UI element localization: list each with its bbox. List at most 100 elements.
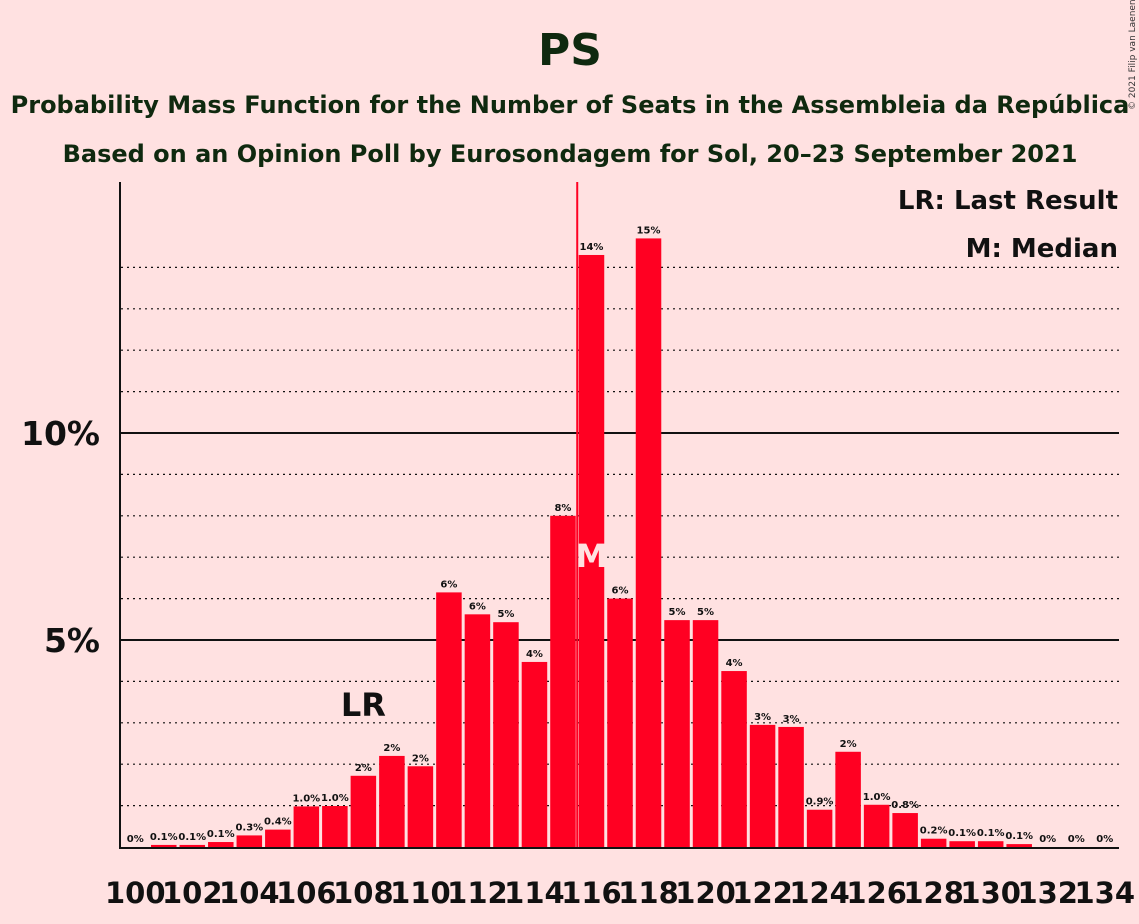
bar-103	[208, 842, 234, 847]
x-tick-label-114: 114	[504, 876, 565, 910]
bar-label-126: 1.0%	[863, 792, 891, 803]
bar-123	[778, 726, 804, 847]
bar-label-113: 5%	[497, 609, 514, 620]
bar-101	[151, 844, 177, 847]
x-tick-label-122: 122	[732, 876, 793, 910]
bar-121	[721, 671, 747, 847]
bar-108	[350, 775, 377, 847]
bars	[151, 238, 1032, 848]
y-tick-label-5: 5%	[44, 621, 100, 660]
bar-label-106: 1.0%	[292, 793, 320, 804]
bar-label-132: 0%	[1039, 834, 1056, 845]
bar-label-114: 4%	[526, 649, 543, 660]
bar-label-134: 0%	[1096, 834, 1113, 845]
bar-label-123: 3%	[783, 714, 800, 725]
legend-median: M: Median	[966, 234, 1118, 264]
copyright-note: © 2021 Filip van Laenen	[1128, 0, 1138, 110]
bar-107	[322, 806, 348, 847]
bar-label-107: 1.0%	[321, 793, 349, 804]
bar-126	[863, 804, 890, 847]
bar-label-109: 2%	[383, 743, 400, 754]
bar-label-118: 15%	[637, 225, 661, 236]
bar-label-115: 8%	[554, 503, 571, 514]
chart-title: PS	[538, 25, 602, 76]
bar-label-129: 0.1%	[948, 828, 976, 839]
bar-117	[607, 598, 633, 847]
bar-label-104: 0.3%	[235, 822, 263, 833]
bar-119	[664, 620, 690, 847]
bar-label-122: 3%	[754, 712, 771, 723]
chart-subtitle-2: Based on an Opinion Poll by Eurosondagem…	[63, 140, 1078, 168]
bar-label-103: 0.1%	[207, 829, 235, 840]
bar-label-116: 14%	[580, 242, 604, 253]
x-axis-labels: 1001021041061081101121141161181201221241…	[105, 876, 1135, 910]
bar-128	[920, 838, 947, 847]
bar-125	[835, 751, 861, 847]
median-marker: M	[576, 537, 608, 575]
bar-111	[436, 592, 462, 847]
markers: LR M	[341, 182, 608, 847]
bar-124	[806, 809, 833, 847]
bar-118	[635, 238, 662, 848]
bar-label-121: 4%	[726, 658, 743, 669]
bar-label-117: 6%	[612, 586, 629, 597]
bar-label-110: 2%	[412, 753, 429, 764]
bar-131	[1006, 844, 1032, 847]
bar-label-108: 2%	[355, 763, 372, 774]
x-tick-label-106: 106	[276, 876, 337, 910]
x-tick-label-110: 110	[390, 876, 451, 910]
x-tick-label-126: 126	[846, 876, 907, 910]
bar-109	[379, 755, 405, 847]
x-tick-label-116: 116	[561, 876, 622, 910]
bar-label-101: 0.1%	[150, 832, 178, 843]
chart-subtitle: Probability Mass Function for the Number…	[11, 91, 1130, 119]
bar-115	[550, 515, 576, 847]
bar-127	[892, 813, 918, 847]
x-tick-label-128: 128	[903, 876, 964, 910]
bar-114	[521, 661, 548, 847]
x-tick-label-120: 120	[675, 876, 736, 910]
bar-label-128: 0.2%	[920, 826, 948, 837]
bar-labels: 0% 0.1% 0.1% 0.1%0.3%0.4%1.0% 1.0%2%2%2%6%6%…	[127, 225, 1113, 845]
x-tick-label-102: 102	[162, 876, 223, 910]
bar-104	[236, 835, 263, 847]
bar-105	[265, 829, 291, 847]
bar-102	[179, 844, 206, 847]
y-tick-label-10: 10%	[21, 414, 100, 453]
last-result-marker: LR	[341, 686, 386, 724]
bar-110	[407, 766, 434, 847]
bar-129	[949, 841, 975, 847]
bar-label-133: 0%	[1068, 834, 1085, 845]
x-tick-label-132: 132	[1017, 876, 1078, 910]
bar-label-124: 0.9%	[806, 797, 834, 808]
bar-106	[293, 806, 320, 847]
bar-112	[464, 614, 491, 847]
bar-label-130: 0.1%	[977, 828, 1005, 839]
bar-122	[749, 724, 776, 847]
bar-label-111: 6%	[440, 579, 457, 590]
bar-116	[578, 254, 605, 848]
bar-130	[977, 841, 1004, 847]
x-tick-label-124: 124	[789, 876, 850, 910]
bar-label-120: 5%	[697, 607, 714, 618]
x-tick-label-130: 130	[960, 876, 1021, 910]
bar-label-102: 0.1%	[178, 832, 206, 843]
bar-label-100: 0%	[127, 834, 144, 845]
bar-label-127: 0.8%	[891, 800, 919, 811]
x-tick-label-104: 104	[219, 876, 280, 910]
x-tick-label-134: 134	[1074, 876, 1135, 910]
x-tick-label-100: 100	[105, 876, 166, 910]
bar-label-119: 5%	[669, 607, 686, 618]
bar-label-125: 2%	[840, 739, 857, 750]
bar-label-131: 0.1%	[1005, 831, 1033, 842]
x-tick-label-108: 108	[333, 876, 394, 910]
x-tick-label-118: 118	[618, 876, 679, 910]
bar-label-112: 6%	[469, 601, 486, 612]
bar-120	[692, 620, 719, 847]
y-axis-labels: 5% 10%	[21, 414, 100, 660]
x-tick-label-112: 112	[447, 876, 508, 910]
legend-last-result: LR: Last Result	[898, 186, 1118, 216]
bar-113	[493, 622, 519, 847]
bar-label-105: 0.4%	[264, 817, 292, 828]
